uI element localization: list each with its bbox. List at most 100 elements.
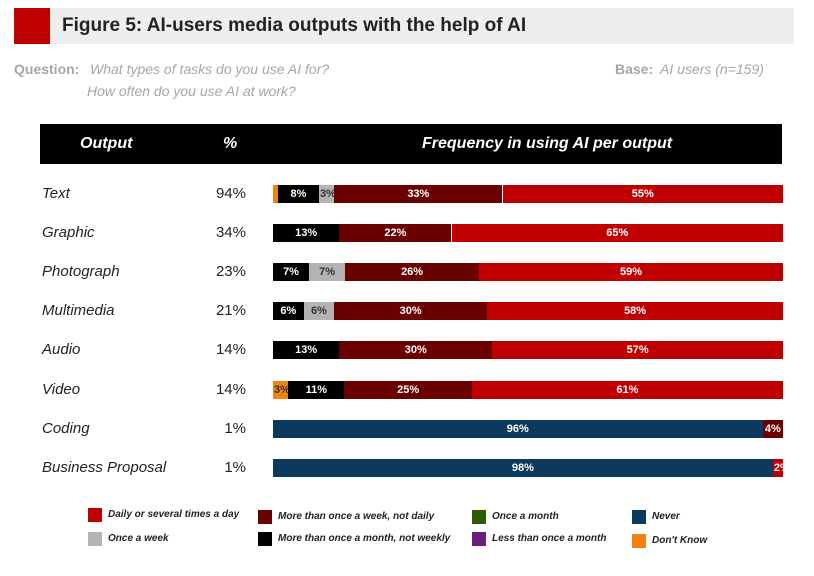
stacked-bar: 7% 7% 26% 59%: [273, 263, 783, 281]
stacked-bar: 98% 2%: [273, 459, 790, 477]
bar-segment-daily: [502, 185, 783, 203]
row-label: Multimedia: [42, 302, 115, 319]
segment-data-label: 98%: [511, 462, 534, 474]
segment-data-label: 30%: [399, 305, 422, 317]
legend-swatch: [472, 532, 486, 546]
bar-segment-once_week: [309, 263, 346, 281]
bar-segment-daily: [492, 341, 783, 359]
stacked-bar: 3% 11% 25% 61%: [273, 381, 783, 399]
legend-label: Less than once a month: [492, 533, 607, 544]
bar-segment-monthly_not_weekly: [273, 302, 304, 320]
bar-segment-dont_know: [273, 185, 279, 203]
bar-segment-once_week: [303, 302, 335, 320]
row-label: Coding: [42, 420, 90, 437]
legend-swatch: [632, 510, 646, 524]
bar-segment-monthly_not_weekly: [273, 263, 310, 281]
bar-segment-weekly_not_daily: [334, 185, 503, 203]
row-label: Video: [42, 381, 81, 398]
stacked-bar: 6% 6% 30% 58%: [273, 302, 783, 320]
segment-data-label: 65%: [606, 227, 629, 239]
legend-label: Never: [652, 511, 680, 522]
legend-label: Once a month: [492, 511, 559, 522]
legend-swatch: [632, 534, 646, 548]
legend-swatch: [258, 532, 272, 546]
base-text: AI users (n=159): [660, 61, 764, 77]
legend-swatch: [472, 510, 486, 524]
bar-segment-daily: [451, 224, 783, 242]
segment-data-label: 26%: [401, 266, 424, 278]
bar-segment-weekly_not_daily: [334, 302, 488, 320]
legend-label: Daily or several times a day: [108, 509, 240, 520]
segment-data-label: 30%: [404, 344, 427, 356]
question-label: Question:: [14, 61, 80, 77]
segment-data-label: 96%: [506, 423, 529, 435]
row-usage-percent: 94%: [215, 185, 246, 202]
row-usage-percent: 1%: [224, 420, 246, 437]
legend-label: Don't Know: [652, 535, 708, 546]
bar-segment-weekly_not_daily: [345, 263, 480, 281]
figure-marker: [14, 8, 50, 44]
segment-data-label: 3%: [274, 384, 290, 396]
stacked-bar: 8% 3% 33% 55%: [273, 185, 783, 203]
segment-data-label: 57%: [626, 344, 649, 356]
legend-swatch: [88, 532, 102, 546]
segment-data-label: 6%: [310, 305, 327, 317]
segment-data-label: 3%: [319, 188, 336, 200]
segment-data-label: 2%: [773, 462, 790, 474]
bar-segment-daily: [479, 263, 783, 281]
legend-swatch: [88, 508, 102, 522]
bar-segment-weekly_not_daily: [339, 224, 452, 242]
segment-data-label: 58%: [624, 305, 647, 317]
legend-label: More than once a month, not weekly: [278, 533, 451, 544]
bar-segment-monthly_not_weekly: [273, 224, 340, 242]
row-usage-percent: 14%: [215, 381, 246, 398]
row-usage-percent: 14%: [215, 341, 246, 358]
bar-segment-daily: [772, 459, 783, 477]
figure-title: Figure 5: AI-users media outputs with th…: [62, 15, 527, 36]
row-usage-percent: 21%: [215, 302, 246, 319]
segment-data-label: 55%: [631, 188, 654, 200]
row-label: Audio: [42, 341, 81, 358]
bar-segment-once_week: [318, 185, 335, 203]
row-usage-percent: 34%: [215, 224, 246, 241]
segment-data-label: 4%: [764, 423, 781, 435]
row-label: Photograph: [42, 263, 120, 280]
segment-data-label: 13%: [295, 344, 318, 356]
bar-segment-daily: [471, 381, 783, 399]
header-percent: %: [223, 135, 238, 152]
row-usage-percent: 23%: [215, 263, 246, 280]
segment-data-label: 59%: [620, 266, 643, 278]
segment-data-label: 33%: [407, 188, 430, 200]
bar-segment-monthly_not_weekly: [278, 185, 319, 203]
question-line-2: How often do you use AI at work?: [87, 83, 296, 99]
row-label: Text: [42, 185, 70, 202]
bar-segment-dont_know: [273, 381, 289, 399]
bar-segment-weekly_not_daily: [339, 341, 493, 359]
legend-label: More than once a week, not daily: [278, 511, 435, 522]
segment-data-label: 6%: [280, 305, 297, 317]
segment-data-label: 7%: [283, 266, 299, 278]
row-label: Business Proposal: [42, 459, 167, 476]
segment-data-label: 8%: [290, 188, 307, 200]
segment-data-label: 7%: [319, 266, 336, 278]
base-label: Base:: [615, 61, 654, 77]
stacked-bar: 13% 22% 65%: [273, 224, 783, 242]
segment-data-label: 22%: [384, 227, 407, 239]
question-line-1: What types of tasks do you use AI for?: [90, 61, 330, 77]
bar-segment-monthly_not_weekly: [288, 381, 345, 399]
bar-segment-daily: [487, 302, 783, 320]
row-label: Graphic: [42, 224, 95, 241]
bar-segment-never: [273, 420, 763, 438]
header-output: Output: [80, 135, 133, 152]
stacked-bar: 96% 4%: [273, 420, 783, 438]
figure-header: Figure 5: AI-users media outputs with th…: [14, 8, 794, 44]
bar-segment-monthly_not_weekly: [273, 341, 340, 359]
bar-segment-never: [273, 459, 773, 477]
legend-label: Once a week: [108, 533, 169, 544]
bar-segment-weekly_not_daily: [762, 420, 783, 438]
table-header: Output % Frequency in using AI per outpu…: [40, 124, 782, 164]
header-frequency: Frequency in using AI per output: [422, 135, 673, 152]
legend-swatch: [258, 510, 272, 524]
bar-segment-weekly_not_daily: [344, 381, 472, 399]
segment-data-label: 25%: [397, 384, 420, 396]
